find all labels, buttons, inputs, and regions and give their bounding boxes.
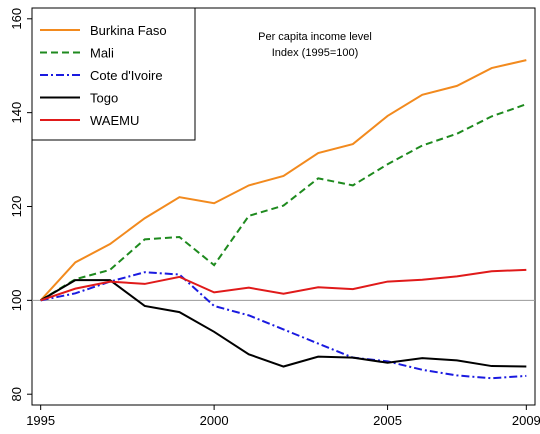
series-line	[40, 279, 527, 368]
series-line	[40, 271, 527, 380]
x-tick-label: 2005	[373, 413, 402, 428]
legend-label: Togo	[90, 91, 118, 106]
series-line	[40, 268, 527, 302]
x-tick-label: 2009	[512, 413, 540, 428]
series-line	[39, 59, 527, 302]
legend-label: Cote d'Ivoire	[90, 68, 163, 83]
legend-label: Mali	[90, 46, 114, 61]
annotation: Per capita income level	[258, 31, 372, 43]
y-tick-label: 140	[9, 102, 24, 124]
series-line	[40, 103, 527, 302]
legend-label: WAEMU	[90, 113, 139, 128]
y-tick-label: 100	[9, 290, 24, 312]
legend-label: Burkina Faso	[90, 23, 167, 38]
annotation: Index (1995=100)	[272, 47, 359, 59]
y-tick-label: 120	[9, 196, 24, 218]
x-tick-label: 1995	[26, 413, 55, 428]
x-tick-label: 2000	[200, 413, 229, 428]
y-tick-label: 80	[9, 387, 24, 401]
y-tick-label: 160	[9, 8, 24, 30]
